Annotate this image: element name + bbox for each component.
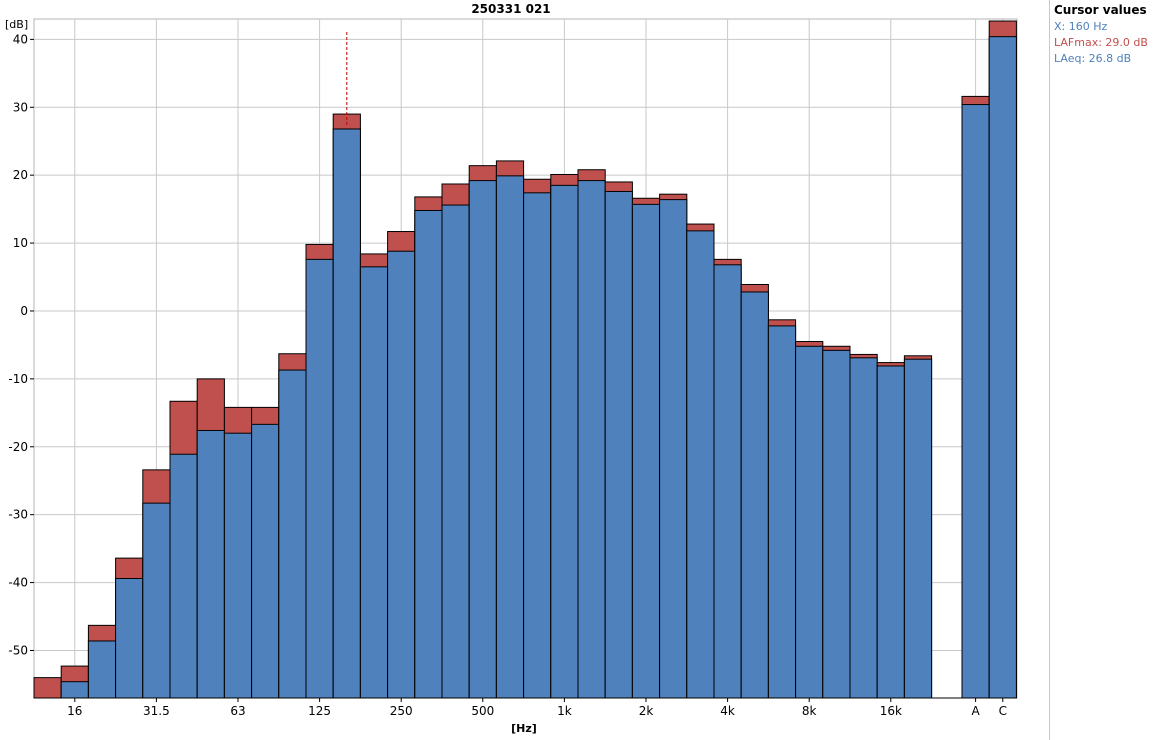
band-8k-laeq-bar[interactable] (795, 345, 824, 699)
band-10k-laeq-bar[interactable] (822, 349, 851, 699)
y-tick-label: 40 (13, 32, 28, 46)
y-tick-label: -50 (8, 643, 28, 657)
band-12.5k-laeq-bar[interactable] (849, 357, 878, 699)
spectrum-chart[interactable]: 40 30 20 10 0 -10 -20 -30 -40 -50 16 31.5 63 125 250 50… (0, 0, 1049, 740)
band-5k-laeq-bar[interactable] (740, 291, 769, 699)
band-1k-laeq-bar[interactable] (550, 184, 579, 699)
cursor-values-panel: Cursor values X: 160 Hz LAFmax: 29.0 dB … (1049, 0, 1155, 740)
total-C-laeq-bar[interactable] (988, 36, 1017, 699)
band-500-laeq-bar[interactable] (468, 180, 497, 699)
x-tick-label: 63 (230, 704, 245, 718)
band-4k-laeq-bar[interactable] (713, 264, 742, 699)
x-tick-label: 2k (639, 704, 654, 718)
axes: 40 30 20 10 0 -10 -20 -30 -40 -50 16 31.5 63 125 250 50… (8, 32, 1017, 718)
band-25-laeq-bar[interactable] (115, 577, 144, 699)
band-125-laeq-bar[interactable] (305, 258, 334, 699)
y-tick-label: 30 (13, 100, 28, 114)
band-250-laeq-bar[interactable] (387, 250, 416, 699)
x-tick-label: 1k (557, 704, 572, 718)
band-20-laeq-bar[interactable] (87, 640, 117, 699)
band-160-laeq-bar[interactable] (332, 128, 361, 699)
y-tick-label: 10 (13, 236, 28, 250)
band-100-laeq-bar[interactable] (278, 369, 307, 699)
x-tick-label: 125 (308, 704, 331, 718)
band-315-laeq-bar[interactable] (414, 209, 443, 699)
y-tick-label: 20 (13, 168, 28, 182)
y-tick-label: -40 (8, 576, 28, 590)
x-tick-label: 500 (471, 704, 494, 718)
y-tick-label: -30 (8, 508, 28, 522)
band-20k-laeq-bar[interactable] (903, 358, 933, 699)
band-40-laeq-bar[interactable] (169, 453, 198, 699)
band-80-laeq-bar[interactable] (251, 423, 280, 699)
band-63-laeq-bar[interactable] (223, 432, 253, 699)
x-tick-label: 4k (720, 704, 735, 718)
band-630-laeq-bar[interactable] (495, 175, 525, 699)
band-50-laeq-bar[interactable] (196, 429, 225, 699)
y-tick-label: -20 (8, 440, 28, 454)
chart-title: 250331 021 (471, 2, 550, 16)
y-axis-label: [dB] (5, 18, 28, 31)
cursor-values-title: Cursor values (1054, 3, 1147, 17)
total-A-laeq-bar[interactable] (961, 104, 990, 699)
cursor-laeq-value: LAeq: 26.8 dB (1054, 52, 1132, 65)
band-1.25k-laeq-bar[interactable] (577, 180, 606, 699)
x-tick-label: C (999, 704, 1007, 718)
band-31.5-laeq-bar[interactable] (142, 502, 171, 699)
y-tick-label: 0 (20, 304, 28, 318)
x-tick-label: 31.5 (143, 704, 170, 718)
band-1.6k-laeq-bar[interactable] (604, 190, 633, 699)
x-tick-label: A (971, 704, 980, 718)
y-tick-label: -10 (8, 372, 28, 386)
band-2.5k-laeq-bar[interactable] (659, 199, 688, 699)
x-tick-label: 8k (802, 704, 817, 718)
band-800-laeq-bar[interactable] (523, 192, 552, 699)
cursor-lafmax-value: LAFmax: 29.0 dB (1054, 36, 1148, 49)
band-6.3k-laeq-bar[interactable] (767, 325, 797, 699)
cursor-x-value: X: 160 Hz (1054, 20, 1108, 33)
x-axis-label: [Hz] (511, 722, 537, 735)
band-3.15k-laeq-bar[interactable] (686, 230, 715, 699)
bars[interactable] (33, 20, 1017, 699)
band-400-laeq-bar[interactable] (441, 204, 470, 699)
band-200-laeq-bar[interactable] (359, 266, 389, 699)
x-tick-label: 16 (67, 704, 82, 718)
band-12.5-lafmax-bar[interactable] (33, 677, 62, 699)
x-tick-label: 16k (880, 704, 902, 718)
band-16-laeq-bar[interactable] (60, 681, 89, 699)
band-2k-laeq-bar[interactable] (631, 203, 661, 699)
band-16k-laeq-bar[interactable] (876, 365, 905, 699)
x-tick-label: 250 (390, 704, 413, 718)
